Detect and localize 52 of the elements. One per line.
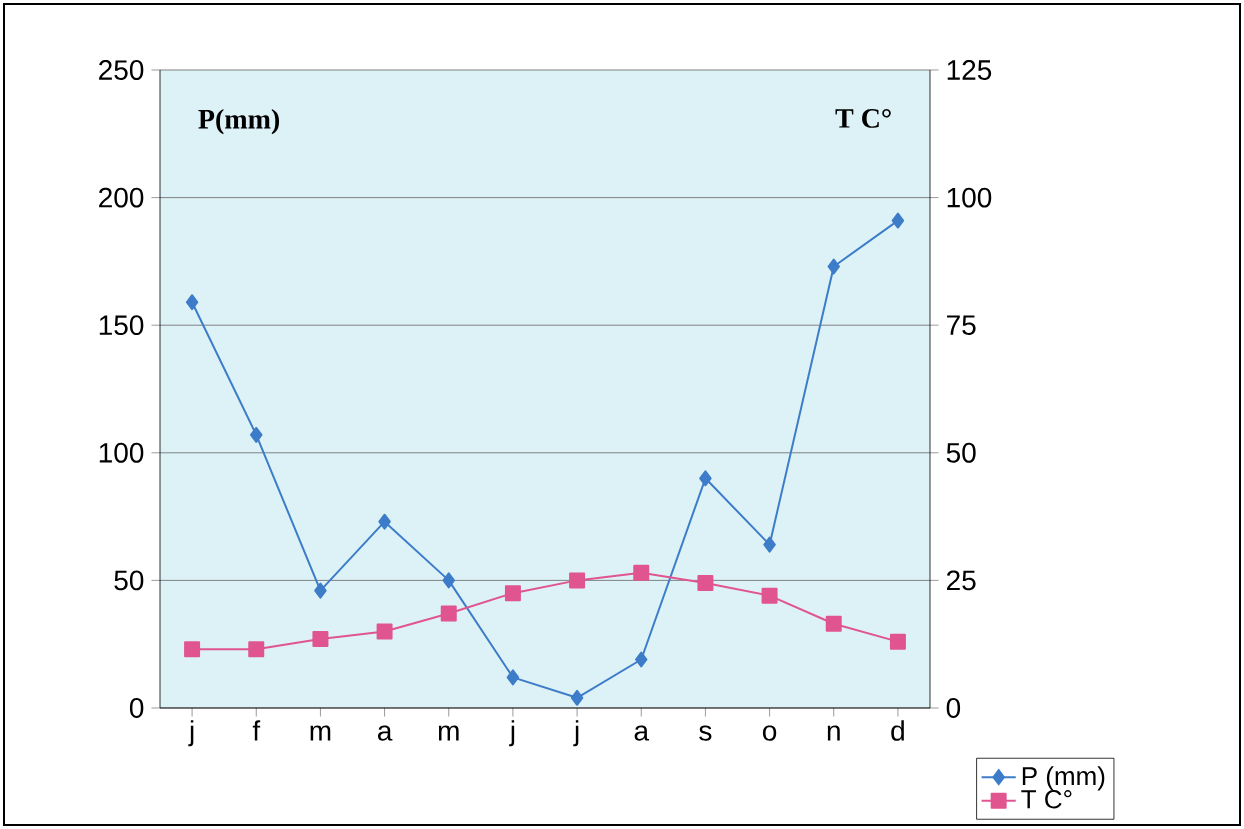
point (184, 641, 201, 658)
y2-tick-label: 75 (947, 315, 976, 335)
y2-tick-label: 100 (947, 187, 992, 208)
point (314, 582, 327, 599)
x-tick-label: o (762, 725, 777, 741)
annotation: P(mm) (198, 108, 280, 135)
point (763, 536, 776, 553)
x-tick-label: j (509, 720, 515, 747)
x-tick-label: s (699, 725, 712, 741)
point (506, 669, 520, 686)
x-tick-label: a (634, 725, 650, 741)
x-tick-label: m (310, 725, 331, 741)
x-tick-label: j (573, 720, 579, 747)
x-tick-label: n (827, 725, 840, 741)
x-tick-label: f (252, 720, 261, 741)
y-tick-label: 50 (114, 570, 144, 591)
point (889, 633, 906, 650)
point (699, 470, 712, 487)
x-tick-label: j (188, 720, 194, 747)
point (825, 615, 842, 632)
point (248, 641, 265, 658)
point (635, 651, 648, 668)
point (570, 689, 584, 706)
point (378, 513, 391, 530)
point (504, 585, 521, 602)
y2-tick-label: 0 (946, 698, 961, 718)
point (376, 623, 393, 640)
point (250, 426, 263, 443)
y-tick-label: 250 (99, 60, 144, 80)
point (440, 605, 457, 622)
point (442, 572, 456, 589)
y2-tick-label: 125 (947, 60, 992, 80)
y2-tick-label: 50 (946, 442, 976, 463)
point (633, 564, 650, 581)
x-tick-label: m (438, 725, 459, 741)
point (569, 572, 586, 589)
annotation: T C° (835, 108, 891, 128)
point (761, 587, 778, 604)
legend-label: T C° (1021, 790, 1072, 809)
y2-tick-label: 25 (947, 570, 976, 591)
point (827, 258, 840, 275)
y-tick-label: 100 (99, 442, 144, 463)
legend-label: P (mm) (1022, 766, 1105, 791)
y-tick-label: 0 (129, 698, 144, 718)
y-tick-label: 150 (99, 315, 144, 336)
point (697, 574, 714, 591)
y-tick-label: 200 (99, 187, 144, 208)
point (891, 212, 905, 229)
x-tick-label: d (891, 720, 904, 741)
x-tick-label: a (377, 725, 393, 741)
point (185, 294, 199, 311)
point (312, 631, 329, 648)
